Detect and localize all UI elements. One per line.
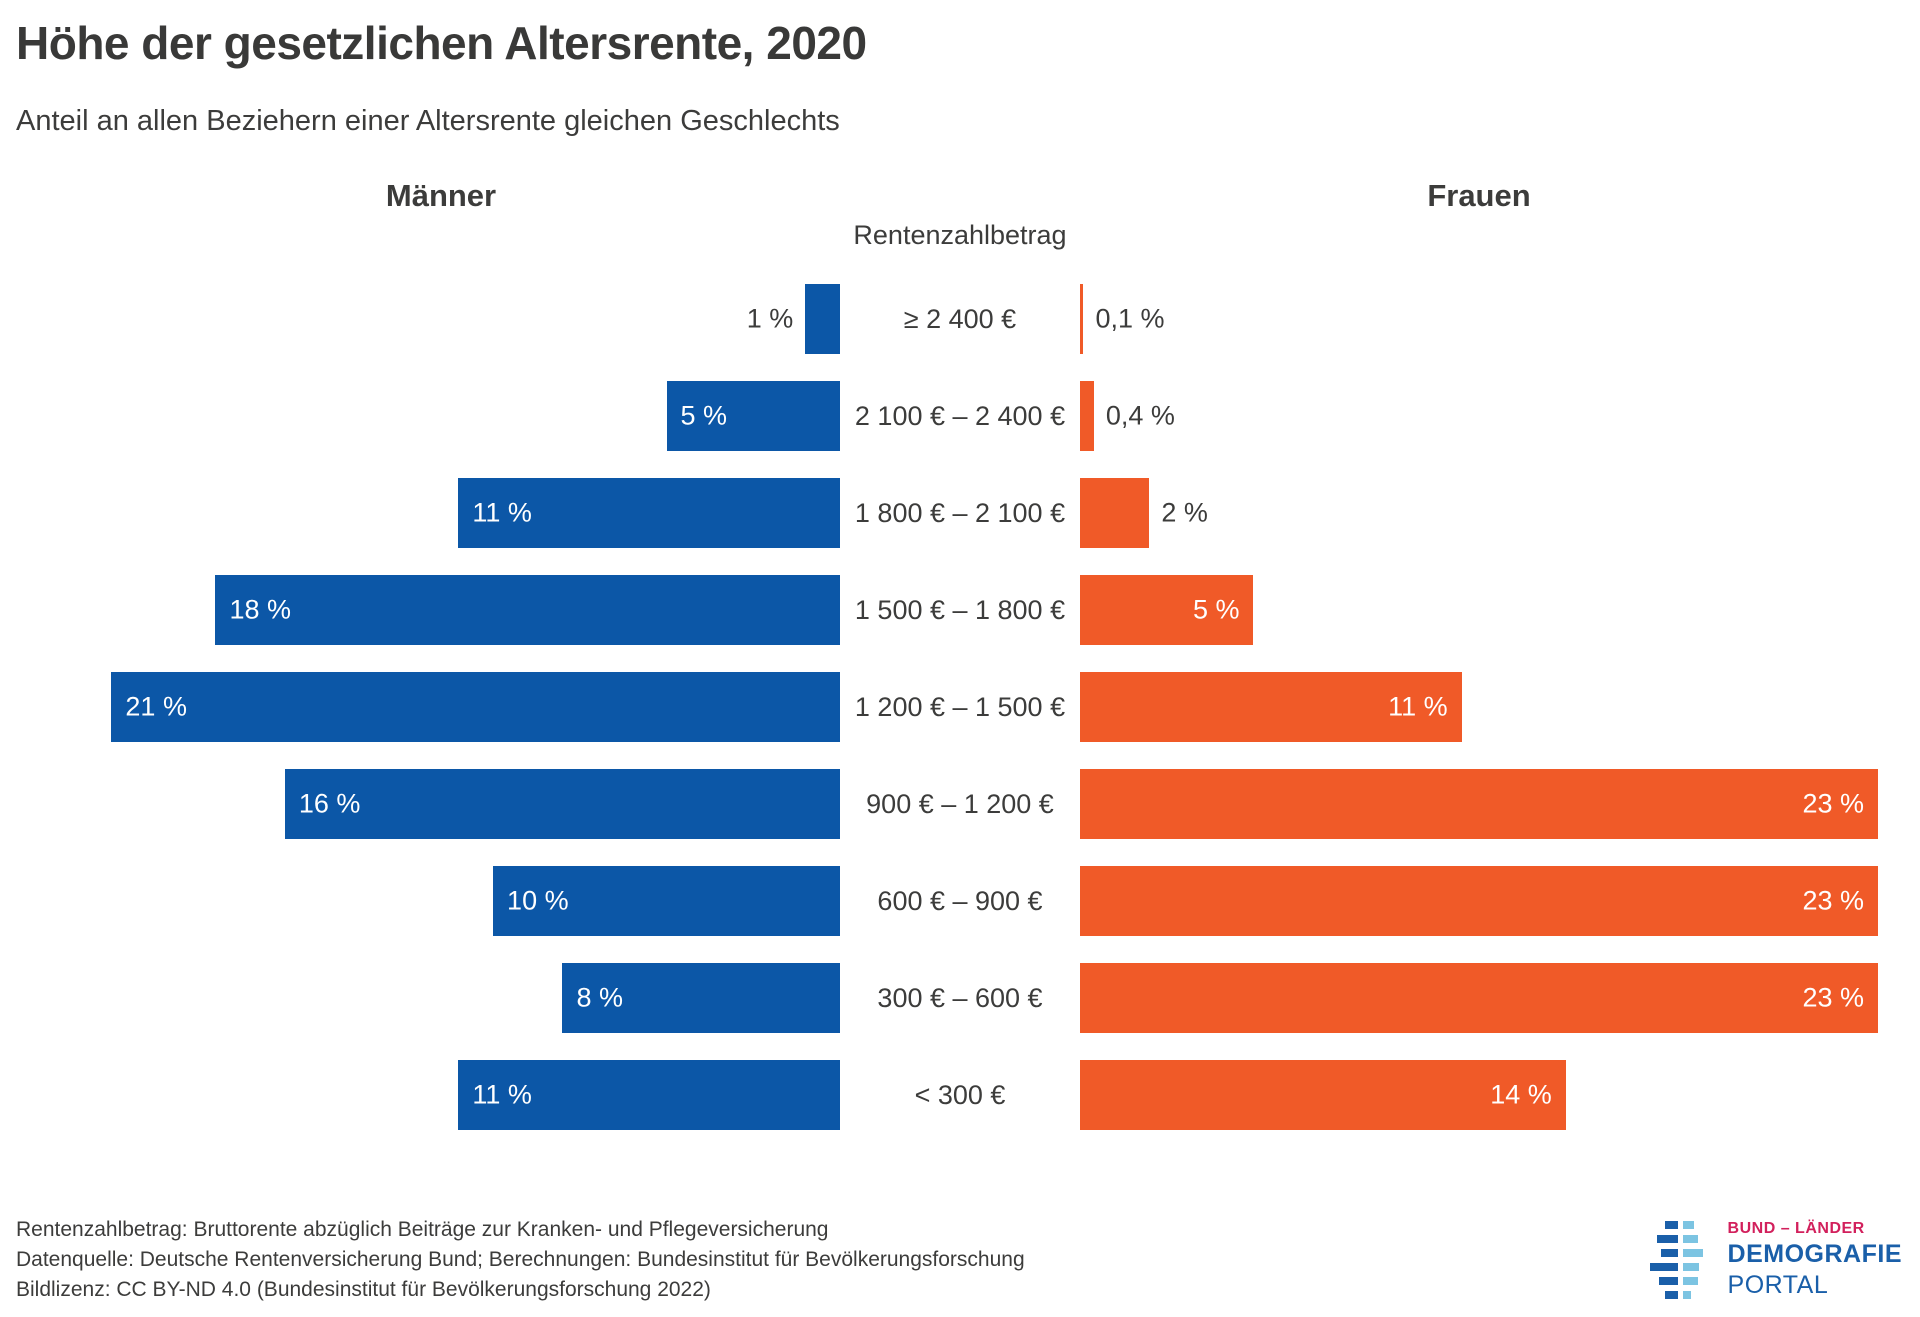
men-value-label: 16 % <box>298 788 361 819</box>
women-bar: 2 % <box>1080 478 1208 549</box>
logo-demografie: DEMOGRAFIE <box>1727 1239 1902 1268</box>
footer-note-definition: Rentenzahlbetrag: Bruttorente abzüglich … <box>16 1218 829 1241</box>
women-bar-cell: 0,1 % <box>1080 284 1878 355</box>
women-value-label: 0,1 % <box>1095 303 1165 334</box>
women-bar-cell: 0,4 % <box>1080 381 1878 452</box>
men-bar: 18 % <box>215 575 840 646</box>
category-label: 1 500 € – 1 800 € <box>854 594 1066 625</box>
women-series-header: Frauen <box>1427 177 1531 213</box>
men-value-label: 1 % <box>746 303 794 334</box>
men-bar: 5 % <box>666 381 840 452</box>
chart-row: 1 % ≥ 2 400 € 0,1 % <box>0 271 1920 368</box>
men-bar: 21 % <box>111 672 840 743</box>
men-value-label: 21 % <box>125 691 187 722</box>
category-label: 900 € – 1 200 € <box>866 788 1054 819</box>
men-bar-cell: 8 % <box>42 963 840 1034</box>
category-label: ≥ 2 400 € <box>903 303 1017 334</box>
women-bar: 23 % <box>1080 866 1878 937</box>
category-label: 2 100 € – 2 400 € <box>854 400 1066 431</box>
men-series-header: Männer <box>385 177 497 213</box>
women-bar-cell: 2 % <box>1080 478 1878 549</box>
chart-row: 21 % 1 200 € – 1 500 € 11 % <box>0 659 1920 756</box>
men-bar: 11 % <box>458 1060 840 1131</box>
men-bar-cell: 5 % <box>42 381 840 452</box>
footer-notes: Rentenzahlbetrag: Bruttorente abzüglich … <box>16 1215 1025 1305</box>
men-bar-cell: 16 % <box>42 769 840 840</box>
chart-row: 5 % 2 100 € – 2 400 € 0,4 % <box>0 368 1920 465</box>
pyramid-chart: 1 % ≥ 2 400 € 0,1 % 5 % 2 100 € – 2 400 … <box>0 271 1920 1144</box>
chart-row: 18 % 1 500 € – 1 800 € 5 % <box>0 562 1920 659</box>
women-bar-cell: 23 % <box>1080 963 1878 1034</box>
men-value-label: 10 % <box>507 885 569 916</box>
women-value-label: 14 % <box>1490 1079 1552 1110</box>
demografie-portal-logo: BUND – LÄNDER DEMOGRAFIE PORTAL <box>1649 1219 1902 1302</box>
women-value-label: 23 % <box>1802 788 1864 819</box>
page-title: Höhe der gesetzlichen Altersrente, 2020 <box>16 17 867 69</box>
women-bar-cell: 11 % <box>1080 672 1878 743</box>
center-axis-row: Rentenzahlbetrag <box>0 220 1920 251</box>
chart-row: 11 % 1 800 € – 2 100 € 2 % <box>0 465 1920 562</box>
population-pyramid-icon <box>1649 1220 1712 1299</box>
women-bar: 14 % <box>1080 1060 1566 1131</box>
women-bar: 5 % <box>1080 575 1254 646</box>
men-value-label: 18 % <box>229 594 292 625</box>
women-bar: 0,4 % <box>1080 381 1175 452</box>
logo-bund-laender: BUND – LÄNDER <box>1727 1219 1865 1237</box>
women-bar: 23 % <box>1080 769 1878 840</box>
women-value-label: 2 % <box>1161 497 1208 528</box>
category-label: 1 200 € – 1 500 € <box>854 691 1066 722</box>
men-value-label: 11 % <box>472 497 532 528</box>
footer-note-license: Bildlizenz: CC BY-ND 4.0 (Bundesinstitut… <box>16 1278 711 1301</box>
men-bar-cell: 11 % <box>42 478 840 549</box>
category-label: 1 800 € – 2 100 € <box>854 497 1066 528</box>
men-bar-cell: 11 % <box>42 1060 840 1131</box>
women-bar-cell: 23 % <box>1080 769 1878 840</box>
chart-row: 16 % 900 € – 1 200 € 23 % <box>0 756 1920 853</box>
men-bar: 16 % <box>284 769 840 840</box>
men-bar-cell: 18 % <box>42 575 840 646</box>
women-value-label: 11 % <box>1388 691 1448 722</box>
women-value-label: 23 % <box>1802 885 1864 916</box>
men-bar: 11 % <box>458 478 840 549</box>
men-value-label: 5 % <box>680 400 728 431</box>
men-bar-cell: 1 % <box>42 284 840 355</box>
chart-row: 8 % 300 € – 600 € 23 % <box>0 950 1920 1047</box>
footer-note-source: Datenquelle: Deutsche Rentenversicherung… <box>16 1248 1025 1271</box>
women-bar: 0,1 % <box>1080 284 1165 355</box>
chart-row: 10 % 600 € – 900 € 23 % <box>0 853 1920 950</box>
men-bar: 10 % <box>493 866 840 937</box>
women-value-label: 5 % <box>1192 594 1240 625</box>
men-value-label: 8 % <box>576 982 623 1013</box>
category-label: 600 € – 900 € <box>877 885 1043 916</box>
series-headers: Männer Frauen <box>0 178 1920 214</box>
category-label: < 300 € <box>914 1079 1006 1110</box>
women-bar-cell: 23 % <box>1080 866 1878 937</box>
women-value-label: 23 % <box>1802 982 1864 1013</box>
women-bar: 11 % <box>1080 672 1462 743</box>
men-bar: 8 % <box>562 963 840 1034</box>
men-bar-cell: 10 % <box>42 866 840 937</box>
women-bar: 23 % <box>1080 963 1878 1034</box>
headers-spacer <box>840 178 1080 214</box>
women-bar-cell: 5 % <box>1080 575 1878 646</box>
women-bar-cell: 14 % <box>1080 1060 1878 1131</box>
men-value-label: 11 % <box>472 1079 532 1110</box>
chart-row: 11 % < 300 € 14 % <box>0 1047 1920 1144</box>
page-subtitle: Anteil an allen Beziehern einer Altersre… <box>16 104 840 137</box>
category-label: 300 € – 600 € <box>877 982 1043 1013</box>
men-bar-cell: 21 % <box>42 672 840 743</box>
women-value-label: 0,4 % <box>1105 400 1175 431</box>
logo-text: BUND – LÄNDER DEMOGRAFIE PORTAL <box>1728 1219 1902 1302</box>
center-axis-label: Rentenzahlbetrag <box>853 219 1067 250</box>
men-bar: 1 % <box>747 284 840 355</box>
logo-portal: PORTAL <box>1727 1270 1829 1299</box>
